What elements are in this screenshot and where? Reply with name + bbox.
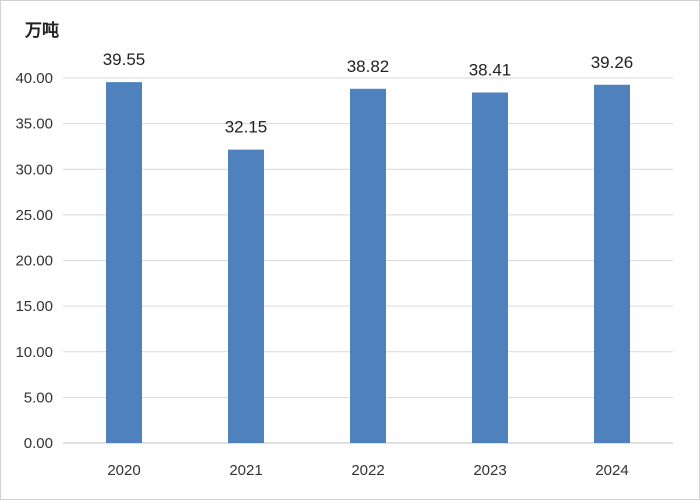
y-axis-tick-labels: 0.00 5.00 10.00 15.00 20.00 25.00 30.00 35.00 40… — [15, 70, 53, 452]
data-label-2023: 38.41 — [469, 61, 512, 80]
y-tick-label: 40.00 — [15, 70, 53, 87]
bar-2022 — [350, 88, 386, 443]
y-tick-label: 5.00 — [24, 389, 53, 406]
bar-2023 — [472, 92, 508, 443]
data-label-2022: 38.82 — [347, 57, 390, 76]
y-tick-label: 25.00 — [15, 207, 53, 224]
y-tick-label: 35.00 — [15, 116, 53, 133]
bar-2024 — [594, 84, 630, 443]
y-tick-label: 30.00 — [15, 161, 53, 178]
x-tick-label-2021: 2021 — [229, 462, 262, 479]
y-tick-label: 15.00 — [15, 298, 53, 315]
x-tick-label-2020: 2020 — [107, 462, 140, 479]
y-tick-label: 10.00 — [15, 344, 53, 361]
x-tick-label-2023: 2023 — [473, 462, 506, 479]
y-axis-unit-label: 万吨 — [24, 20, 59, 40]
x-tick-label-2022: 2022 — [351, 462, 384, 479]
data-label-2020: 39.55 — [103, 50, 146, 69]
y-tick-label: 20.00 — [15, 253, 53, 270]
bars — [106, 82, 630, 443]
data-label-2024: 39.26 — [591, 53, 634, 72]
bar-2020 — [106, 82, 142, 443]
y-tick-label: 0.00 — [24, 435, 53, 452]
bar-2021 — [228, 149, 264, 443]
x-axis-tick-labels: 2020 2021 2022 2023 2024 — [107, 462, 628, 479]
data-labels: 39.55 32.15 38.82 38.41 39.26 — [103, 50, 634, 137]
data-label-2021: 32.15 — [225, 118, 268, 137]
x-tick-label-2024: 2024 — [595, 462, 628, 479]
